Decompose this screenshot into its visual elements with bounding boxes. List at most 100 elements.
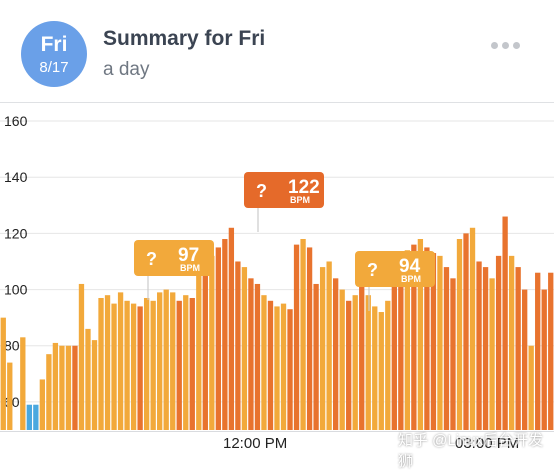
x-tick-label-3pm: 03:00 PM	[455, 435, 520, 452]
heart-rate-bar	[189, 297, 195, 430]
heart-rate-bar	[267, 300, 274, 430]
heart-rate-bar	[541, 289, 547, 430]
summary-title: Summary for Fri	[103, 27, 266, 50]
heart-rate-bar	[26, 404, 32, 430]
heart-rate-bar	[378, 312, 384, 430]
bpm-callout	[244, 172, 324, 208]
heart-rate-bar	[287, 309, 293, 430]
heart-rate-bar	[489, 278, 495, 430]
heart-rate-bar	[228, 227, 235, 430]
heart-rate-bar	[359, 281, 365, 430]
y-tick-label: 140	[4, 169, 28, 185]
more-dot-icon	[491, 42, 498, 49]
callout-value: 122	[288, 177, 320, 198]
heart-rate-bar	[20, 337, 26, 430]
heart-rate-bar	[437, 255, 443, 430]
heart-rate-bar	[7, 362, 13, 430]
x-tick-label-12pm: 12:00 PM	[223, 435, 288, 452]
y-tick-label: 160	[4, 113, 28, 129]
heart-rate-bar	[241, 267, 248, 430]
heart-rate-bar	[508, 255, 515, 430]
header-divider	[0, 102, 554, 103]
heart-rate-bar	[274, 306, 280, 430]
heart-rate-bar	[385, 300, 391, 430]
heart-rate-bar	[209, 255, 215, 430]
heart-rate-bar	[46, 354, 52, 430]
heart-rate-bar	[59, 345, 65, 430]
heart-rate-bar	[476, 261, 482, 430]
callout-value: 94	[399, 256, 421, 277]
heart-rate-bar	[522, 289, 528, 430]
summary-header: Fri 8/17 Summary for Fri a day	[0, 0, 554, 102]
day-of-week: Fri	[40, 33, 68, 56]
heart-rate-bar	[39, 379, 46, 430]
heart-rate-bar	[463, 233, 469, 430]
heart-rate-bar	[482, 267, 489, 430]
heart-rate-bar	[450, 278, 456, 430]
more-dot-icon	[513, 42, 520, 49]
heart-rate-bar	[515, 267, 521, 430]
heart-rate-bar	[469, 227, 476, 430]
heart-rate-bar	[502, 216, 508, 430]
heart-rate-bar	[528, 345, 534, 430]
more-dot-icon	[502, 42, 509, 49]
heart-rate-bar	[248, 278, 254, 430]
heart-rate-bar	[346, 300, 352, 430]
heart-rate-bar	[319, 267, 326, 430]
heart-rate-bar	[0, 317, 6, 430]
heart-rate-bar	[150, 300, 156, 430]
callout-question-mark: ?	[146, 249, 157, 269]
y-tick-label: 120	[4, 225, 28, 241]
heart-rate-bar	[33, 404, 39, 430]
heart-rate-bar	[91, 340, 98, 430]
heart-rate-bar	[78, 283, 85, 430]
heart-rate-bar	[52, 342, 59, 430]
heart-rate-bar	[143, 297, 150, 430]
summary-subtitle: a day	[103, 59, 150, 80]
day-date: 8/17	[39, 59, 69, 76]
callout-unit: BPM	[401, 274, 421, 284]
heart-rate-bar	[137, 306, 143, 430]
heart-rate-bar	[117, 292, 124, 430]
callout-unit: BPM	[180, 263, 200, 273]
heart-rate-bar	[261, 295, 267, 430]
heart-rate-bar	[333, 278, 339, 430]
heart-rate-bar	[280, 303, 287, 430]
heart-rate-bar	[163, 289, 169, 430]
heart-rate-bar	[293, 244, 300, 430]
y-tick-label: 80	[4, 338, 20, 354]
bpm-callout	[134, 240, 214, 276]
heart-rate-bar	[404, 250, 411, 430]
heart-rate-bar	[235, 261, 241, 430]
more-options-button[interactable]	[488, 34, 524, 56]
heart-rate-bar	[430, 253, 437, 430]
heart-rate-bar	[124, 300, 130, 430]
heart-rate-bar	[196, 269, 202, 430]
heart-rate-bar	[111, 303, 117, 430]
heart-rate-bar	[176, 300, 182, 430]
heart-rate-bar	[65, 345, 72, 430]
heart-rate-bar	[72, 345, 78, 430]
heart-rate-bar	[398, 255, 404, 430]
heart-rate-bar	[548, 272, 554, 430]
heart-rate-bar	[222, 239, 228, 430]
heart-rate-bar	[306, 247, 313, 430]
heart-rate-bar	[326, 261, 332, 430]
callout-question-mark: ?	[367, 260, 378, 280]
heart-rate-bar	[170, 292, 176, 430]
heart-rate-bar	[215, 247, 221, 430]
heart-rate-bar	[424, 247, 430, 430]
watermark-text: 知乎 @Linux后台开发狮	[398, 432, 544, 470]
heart-rate-bar	[339, 289, 345, 430]
heart-rate-bar	[456, 239, 463, 430]
y-tick-label: 100	[4, 282, 28, 298]
heart-rate-bar	[104, 295, 111, 430]
heart-rate-bar	[443, 267, 450, 430]
callout-question-mark: ?	[256, 181, 267, 201]
heart-rate-bar	[98, 297, 104, 430]
heart-rate-bar	[365, 295, 371, 430]
heart-rate-bar	[495, 255, 502, 430]
heart-rate-bar	[157, 292, 163, 430]
heart-rate-bar	[85, 328, 91, 430]
heart-rate-bar	[411, 244, 417, 430]
